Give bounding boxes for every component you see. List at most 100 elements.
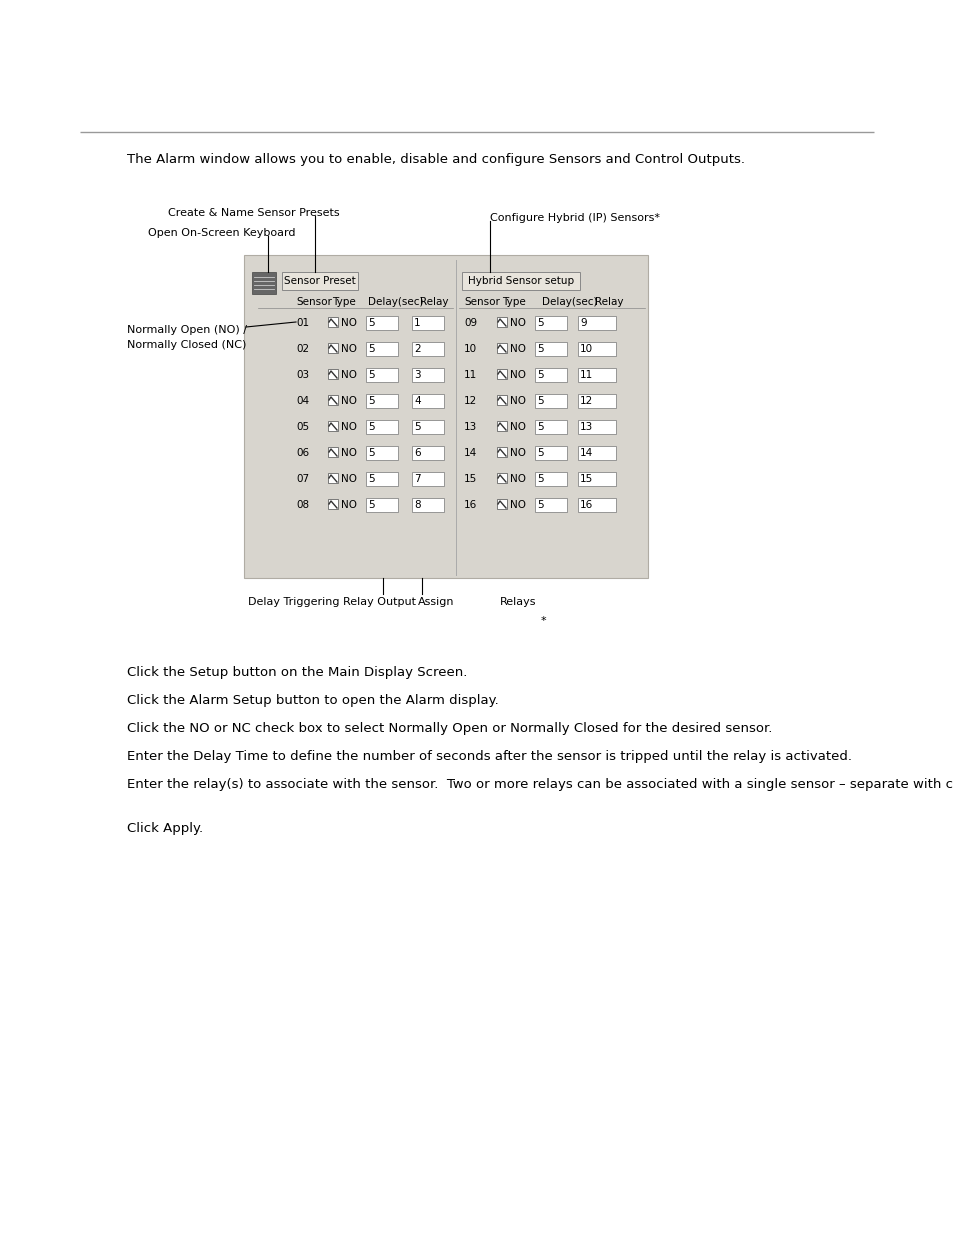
Text: NO: NO [340, 370, 356, 380]
Text: 13: 13 [463, 422, 476, 432]
Text: 16: 16 [579, 500, 593, 510]
Bar [578, 342, 616, 356]
Text: Delay Triggering Relay Output: Delay Triggering Relay Output [248, 597, 416, 606]
Text: Type: Type [332, 296, 355, 308]
Bar [366, 316, 397, 330]
Text: Enter the relay(s) to associate with the sensor.  Two or more relays can be asso: Enter the relay(s) to associate with the… [127, 778, 953, 790]
Text: 03: 03 [295, 370, 309, 380]
Text: 5: 5 [368, 448, 375, 458]
Text: 06: 06 [295, 448, 309, 458]
Bar [412, 498, 443, 513]
Text: 05: 05 [295, 422, 309, 432]
Bar [412, 368, 443, 382]
Text: 5: 5 [537, 500, 543, 510]
Text: 4: 4 [414, 396, 420, 406]
Text: Click the NO or NC check box to select Normally Open or Normally Closed for the : Click the NO or NC check box to select N… [127, 722, 772, 735]
Text: Normally Open (NO) /: Normally Open (NO) / [127, 325, 247, 335]
Bar [578, 472, 616, 487]
Text: Click Apply.: Click Apply. [127, 823, 203, 835]
Bar [578, 394, 616, 408]
Text: NO: NO [340, 448, 356, 458]
Bar [412, 446, 443, 459]
Bar [328, 395, 337, 405]
Text: Configure Hybrid (IP) Sensors*: Configure Hybrid (IP) Sensors* [490, 212, 659, 224]
Text: *: * [539, 616, 545, 626]
Text: 5: 5 [368, 370, 375, 380]
Bar [535, 342, 566, 356]
Text: Sensor: Sensor [463, 296, 499, 308]
Bar [497, 499, 506, 509]
Text: 5: 5 [537, 396, 543, 406]
Text: Create & Name Sensor Presets: Create & Name Sensor Presets [168, 207, 339, 219]
Bar [578, 368, 616, 382]
Text: 13: 13 [579, 422, 593, 432]
Bar [244, 254, 647, 578]
Text: 2: 2 [414, 345, 420, 354]
Text: 11: 11 [463, 370, 476, 380]
Text: NO: NO [510, 422, 525, 432]
Text: 9: 9 [579, 317, 586, 329]
Text: 5: 5 [368, 396, 375, 406]
Text: 5: 5 [537, 474, 543, 484]
Bar [578, 420, 616, 433]
Text: 5: 5 [368, 317, 375, 329]
Text: 08: 08 [295, 500, 309, 510]
Text: 5: 5 [368, 500, 375, 510]
Text: 5: 5 [414, 422, 420, 432]
Text: NO: NO [340, 500, 356, 510]
Bar [366, 394, 397, 408]
Bar [328, 421, 337, 431]
Bar [535, 472, 566, 487]
Text: 1: 1 [414, 317, 420, 329]
Text: NO: NO [340, 345, 356, 354]
Bar [366, 342, 397, 356]
Text: 5: 5 [537, 448, 543, 458]
Bar [461, 272, 579, 290]
Bar [328, 447, 337, 457]
Bar [497, 369, 506, 379]
Text: 5: 5 [368, 345, 375, 354]
Text: 5: 5 [537, 317, 543, 329]
Text: 6: 6 [414, 448, 420, 458]
Text: NO: NO [510, 396, 525, 406]
Text: NO: NO [510, 474, 525, 484]
Text: Assign: Assign [417, 597, 454, 606]
Text: 5: 5 [368, 474, 375, 484]
Text: Type: Type [501, 296, 525, 308]
Bar [412, 472, 443, 487]
Text: Relay: Relay [419, 296, 448, 308]
Text: 07: 07 [295, 474, 309, 484]
Text: Click the Alarm Setup button to open the Alarm display.: Click the Alarm Setup button to open the… [127, 694, 498, 706]
Text: Enter the Delay Time to define the number of seconds after the sensor is tripped: Enter the Delay Time to define the numbe… [127, 750, 851, 763]
Bar [535, 394, 566, 408]
Text: 09: 09 [463, 317, 476, 329]
Bar [578, 316, 616, 330]
Text: 14: 14 [579, 448, 593, 458]
Bar [578, 446, 616, 459]
Text: NO: NO [340, 396, 356, 406]
Text: 8: 8 [414, 500, 420, 510]
Text: 5: 5 [537, 345, 543, 354]
Text: 7: 7 [414, 474, 420, 484]
Bar [328, 473, 337, 483]
Text: Delay(sec): Delay(sec) [541, 296, 597, 308]
Text: Sensor Preset: Sensor Preset [284, 275, 355, 287]
Text: Normally Closed (NC): Normally Closed (NC) [127, 340, 246, 350]
Bar [366, 446, 397, 459]
Bar [497, 421, 506, 431]
Text: 5: 5 [368, 422, 375, 432]
Bar [366, 420, 397, 433]
Text: Hybrid Sensor setup: Hybrid Sensor setup [468, 275, 574, 287]
Text: 15: 15 [463, 474, 476, 484]
Bar [497, 343, 506, 353]
Text: 3: 3 [414, 370, 420, 380]
Bar [328, 369, 337, 379]
Text: NO: NO [510, 500, 525, 510]
Text: Open On-Screen Keyboard: Open On-Screen Keyboard [148, 228, 295, 238]
Bar [535, 498, 566, 513]
Text: Sensor: Sensor [295, 296, 332, 308]
Bar [412, 316, 443, 330]
Text: 5: 5 [537, 370, 543, 380]
Text: NO: NO [340, 474, 356, 484]
Bar [366, 368, 397, 382]
